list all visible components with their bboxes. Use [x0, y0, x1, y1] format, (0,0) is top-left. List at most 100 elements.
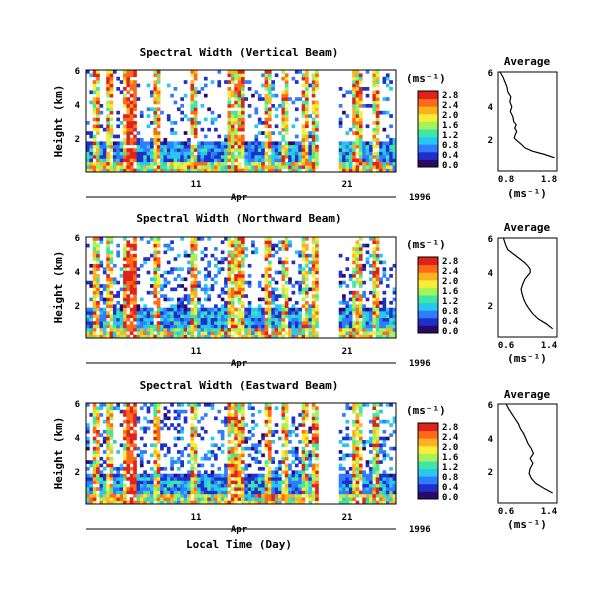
heatmap-cell: [214, 117, 218, 122]
heatmap-cell: [89, 165, 94, 169]
heatmap-cell: [89, 280, 94, 285]
heatmap-cell: [102, 141, 107, 146]
heatmap-cell: [315, 70, 319, 74]
heatmap-cell: [200, 456, 205, 461]
heatmap-cell: [193, 311, 198, 315]
heatmap-cell: [207, 237, 211, 241]
heatmap-cell: [193, 253, 198, 258]
heatmap-cell: [247, 493, 252, 498]
heatmap-cell: [251, 243, 255, 248]
heatmap-cell: [254, 158, 259, 163]
heatmap-cell: [234, 331, 238, 335]
heatmap-cell: [143, 155, 147, 159]
heatmap-cell: [133, 93, 137, 98]
heatmap-cell: [345, 490, 350, 495]
heatmap-cell: [96, 443, 100, 448]
heatmap-cell: [133, 406, 137, 411]
heatmap-cell: [241, 73, 245, 78]
heatmap-cell: [146, 321, 151, 325]
heatmap-cell: [382, 97, 387, 101]
heatmap-cell: [308, 317, 313, 322]
heatmap-cell: [133, 168, 137, 173]
heatmap-cell: [197, 141, 201, 146]
heatmap-cell: [264, 151, 269, 156]
heatmap-cell: [150, 237, 154, 241]
heatmap-cell: [227, 426, 232, 431]
heatmap-cell: [355, 433, 360, 437]
heatmap-cell: [230, 463, 235, 468]
heatmap-cell: [106, 287, 110, 292]
heatmap-cell: [126, 90, 131, 95]
heatmap-cell: [294, 433, 299, 437]
heatmap-cell: [305, 473, 309, 478]
heatmap-cell: [234, 70, 238, 74]
heatmap-cell: [227, 477, 232, 481]
heatmap-cell: [163, 321, 168, 325]
heatmap-cell: [163, 277, 168, 282]
heatmap-cell: [230, 304, 235, 308]
heatmap-cell: [193, 429, 198, 434]
heatmap-cell: [372, 134, 377, 139]
heatmap-cell: [146, 168, 151, 173]
heatmap-cell: [207, 148, 211, 152]
heatmap-cell: [257, 155, 262, 159]
heatmap-cell: [294, 250, 299, 255]
heatmap-cell: [358, 470, 363, 474]
colorbar-swatch: [418, 442, 438, 445]
heatmap-cell: [150, 500, 154, 505]
heatmap-cell: [214, 168, 218, 173]
colorbar-swatch: [418, 472, 438, 475]
heatmap-cell: [352, 107, 356, 112]
heatmap-cell: [230, 297, 235, 302]
heatmap-cell: [217, 314, 222, 319]
heatmap-cell: [234, 307, 238, 312]
heatmap-cell: [166, 144, 171, 149]
heatmap-cell: [305, 168, 309, 173]
heatmap-cell: [308, 500, 313, 505]
heatmap-cell: [355, 93, 360, 98]
heatmap-cell: [139, 263, 144, 268]
heatmap-cell: [389, 480, 393, 485]
heatmap-cell: [133, 436, 137, 441]
heatmap-cell: [291, 144, 296, 149]
colorbar-swatch: [418, 281, 438, 285]
heatmap-cell: [146, 419, 151, 424]
heatmap-cell: [365, 440, 370, 444]
heatmap-cell: [190, 121, 195, 125]
heatmap-cell: [278, 144, 282, 149]
heatmap-cell: [281, 426, 286, 431]
heatmap-cell: [214, 480, 218, 485]
heatmap-cell: [345, 90, 350, 95]
heatmap-cell: [180, 334, 185, 339]
heatmap-cell: [358, 304, 363, 308]
heatmap-cell: [244, 483, 249, 488]
heatmap-cell: [234, 324, 238, 329]
heatmap-cell: [173, 416, 178, 421]
heatmap-cell: [102, 148, 107, 152]
heatmap-cell: [267, 141, 272, 146]
heatmap-cell: [281, 450, 286, 454]
heatmap-cell: [382, 307, 387, 312]
heatmap-cell: [214, 327, 218, 332]
heatmap-cell: [352, 403, 356, 407]
colorbar-frame: [417, 90, 439, 168]
heatmap-cell: [126, 304, 131, 308]
heatmap-cell: [133, 463, 137, 468]
heatmap-cell: [116, 144, 120, 149]
heatmap-cell: [153, 477, 158, 481]
heatmap-cell: [369, 168, 373, 173]
heatmap-cell: [112, 440, 117, 444]
heatmap-cell: [143, 450, 147, 454]
heatmap-cell: [338, 274, 343, 278]
heatmap-cell: [284, 107, 289, 112]
heatmap-cell: [311, 76, 316, 81]
heatmap-cell: [294, 487, 299, 491]
heatmap-cell: [284, 87, 289, 91]
heatmap-cell: [274, 473, 279, 478]
heatmap-cell: [230, 168, 235, 173]
heatmap-cell: [271, 155, 275, 159]
heatmap-cell: [126, 257, 131, 261]
heatmap-cell: [92, 493, 97, 498]
heatmap-cell: [308, 440, 313, 444]
heatmap-cell: [217, 70, 222, 74]
